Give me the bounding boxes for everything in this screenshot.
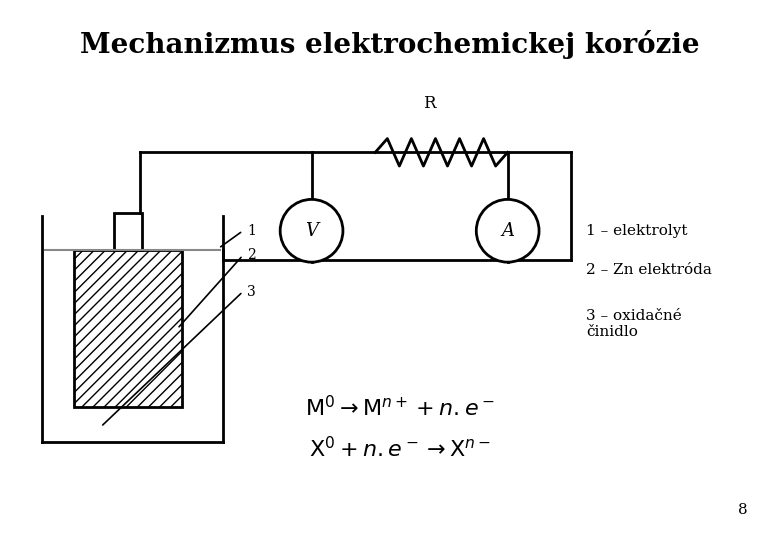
Text: A: A bbox=[502, 222, 514, 240]
Text: 3 – oxidačné
činidlo: 3 – oxidačné činidlo bbox=[586, 309, 682, 340]
Text: 8: 8 bbox=[739, 503, 748, 517]
Text: R: R bbox=[423, 95, 435, 112]
Bar bbox=[74, 251, 182, 407]
Text: 2: 2 bbox=[246, 248, 256, 262]
Text: 3: 3 bbox=[246, 285, 256, 299]
Text: 1 – elektrolyt: 1 – elektrolyt bbox=[586, 224, 688, 238]
Text: V: V bbox=[305, 222, 318, 240]
Text: 2 – Zn elektróda: 2 – Zn elektróda bbox=[586, 263, 712, 277]
Circle shape bbox=[477, 199, 539, 262]
Text: $\mathrm{X}^0 + n.e^- \rightarrow \mathrm{X}^{n-}$: $\mathrm{X}^0 + n.e^- \rightarrow \mathr… bbox=[309, 436, 491, 461]
Text: $\mathrm{M}^0 \rightarrow \mathrm{M}^{n+} + n.e^-$: $\mathrm{M}^0 \rightarrow \mathrm{M}^{n+… bbox=[305, 395, 495, 420]
Text: Mechanizmus elektrochemickej korózie: Mechanizmus elektrochemickej korózie bbox=[80, 30, 700, 59]
Bar bbox=[115, 213, 142, 251]
Circle shape bbox=[280, 199, 343, 262]
Text: 1: 1 bbox=[246, 224, 256, 238]
